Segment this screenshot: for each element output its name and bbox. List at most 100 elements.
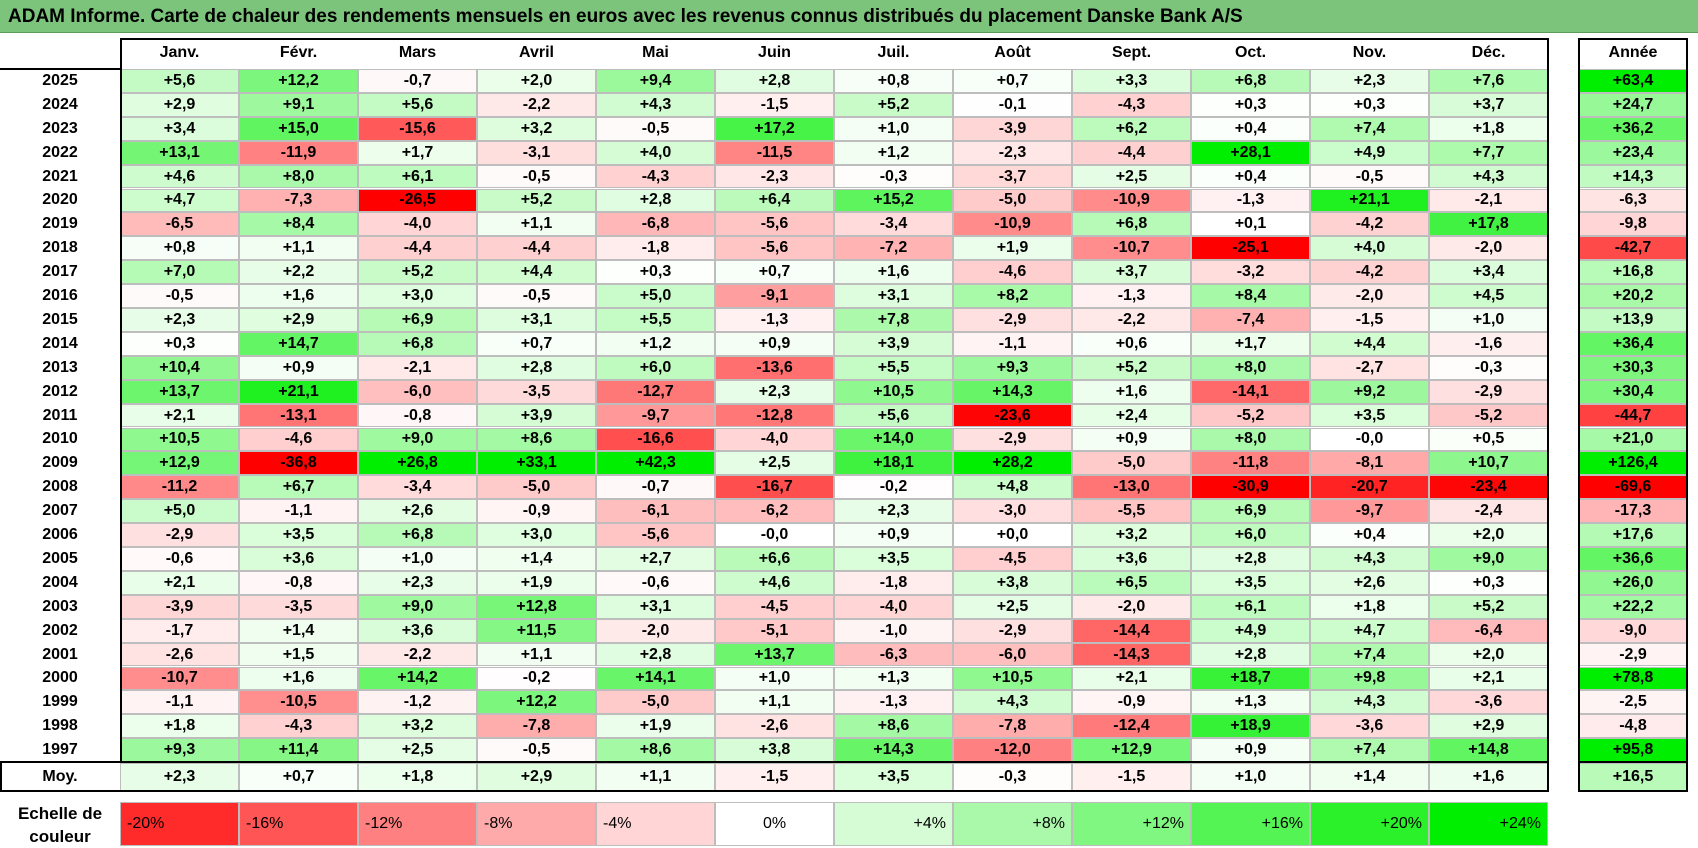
heatmap-cell: +3,5 [1310, 403, 1429, 428]
row-year-label: 2006 [0, 523, 120, 547]
heatmap-cell: -2,3 [715, 164, 834, 189]
heatmap-cell: -3,6 [1310, 714, 1429, 739]
heatmap-cell: +8,0 [1191, 427, 1310, 452]
heatmap-cell: -12,8 [715, 403, 834, 428]
heatmap-cell: +13,7 [715, 642, 834, 667]
heatmap-cell: +2,3 [715, 379, 834, 404]
heatmap-cell: -4,0 [358, 212, 477, 237]
heatmap-cell: +1,1 [477, 642, 596, 667]
annual-cell: +126,4 [1578, 451, 1688, 476]
heatmap-cell: +8,6 [477, 427, 596, 452]
annual-cell: -69,6 [1578, 475, 1688, 500]
heatmap-cell: -4,2 [1310, 212, 1429, 237]
heatmap-cell: +1,1 [239, 236, 358, 261]
row-year-label: 2023 [0, 116, 120, 141]
heatmap-cell: +26,8 [358, 451, 477, 476]
heatmap-cell: +1,2 [834, 140, 953, 165]
heatmap-cell: -4,5 [715, 594, 834, 619]
heatmap-cell: +9,0 [358, 427, 477, 452]
heatmap-cell: +2,9 [1429, 714, 1548, 739]
column-header: Oct. [1191, 38, 1310, 68]
heatmap-cell: +1,4 [239, 618, 358, 643]
heatmap-cell: -2,2 [477, 92, 596, 117]
heatmap-cell: +28,1 [1191, 140, 1310, 165]
annual-cell: -17,3 [1578, 499, 1688, 524]
heatmap-cell: +0,9 [239, 355, 358, 380]
heatmap-cell: +5,2 [477, 188, 596, 213]
color-scale-swatch: +12% [1072, 802, 1191, 846]
heatmap-cell: +1,0 [358, 547, 477, 571]
heatmap-cell: +3,5 [239, 523, 358, 547]
heatmap-cell: -2,1 [1429, 188, 1548, 213]
heatmap-cell: +0,4 [1310, 523, 1429, 547]
annual-cell: +13,9 [1578, 308, 1688, 332]
color-scale-label-line1: Echelle de [17, 804, 103, 823]
heatmap-cell: +0,1 [1191, 212, 1310, 237]
heatmap-cell: +21,1 [239, 379, 358, 404]
heatmap-cell: -0,8 [358, 403, 477, 428]
heatmap-cell: +2,0 [1429, 642, 1548, 667]
heatmap-cell: +0,8 [834, 69, 953, 93]
heatmap-cell: +8,0 [1191, 355, 1310, 380]
heatmap-cell: +12,8 [477, 594, 596, 619]
heatmap-cell: +1,8 [120, 714, 239, 739]
heatmap-cell: -5,6 [715, 212, 834, 237]
heatmap-cell: -6,2 [715, 499, 834, 524]
heatmap-cell: -2,3 [953, 140, 1072, 165]
row-year-label: 2019 [0, 212, 120, 237]
heatmap-cell: +7,4 [1310, 642, 1429, 667]
row-year-label: 2015 [0, 308, 120, 332]
heatmap-cell: +2,3 [1310, 69, 1429, 93]
row-year-label: 2002 [0, 618, 120, 643]
heatmap-cell: +33,1 [477, 451, 596, 476]
heatmap-cell: -30,9 [1191, 475, 1310, 500]
heatmap-cell: +10,5 [120, 427, 239, 452]
column-header: Mars [358, 38, 477, 68]
annual-cell: +16,8 [1578, 260, 1688, 285]
heatmap-cell: +17,2 [715, 116, 834, 141]
heatmap-cell: -0,7 [596, 475, 715, 500]
row-year-label: 2003 [0, 594, 120, 619]
heatmap-cell: +2,0 [1429, 523, 1548, 547]
heatmap-cell: -0,6 [596, 570, 715, 595]
heatmap-cell: -3,7 [953, 164, 1072, 189]
row-year-label: 2010 [0, 427, 120, 452]
heatmap-cell: -0,3 [834, 164, 953, 189]
heatmap-cell: +2,3 [834, 499, 953, 524]
heatmap-cell: -4,0 [715, 427, 834, 452]
heatmap-cell: -0,0 [1310, 427, 1429, 452]
heatmap-cell: +2,5 [953, 594, 1072, 619]
heatmap-cell: -3,5 [477, 379, 596, 404]
heatmap-cell: +18,7 [1191, 666, 1310, 691]
annual-cell: -2,9 [1578, 642, 1688, 667]
heatmap-cell: -1,8 [596, 236, 715, 261]
heatmap-cell: +8,2 [953, 284, 1072, 308]
color-scale-swatch: -20% [120, 802, 239, 846]
heatmap-cell: +4,7 [120, 188, 239, 213]
heatmap-cell: -1,3 [715, 308, 834, 332]
heatmap-cell: -4,4 [358, 236, 477, 261]
heatmap-cell: -1,7 [120, 618, 239, 643]
heatmap-cell: -6,5 [120, 212, 239, 237]
column-header: Nov. [1310, 38, 1429, 68]
heatmap-cell: +7,6 [1429, 69, 1548, 93]
row-year-label: 2020 [0, 188, 120, 213]
heatmap-cell: +3,1 [477, 308, 596, 332]
row-year-label: 2016 [0, 284, 120, 308]
heatmap-cell: +0,9 [834, 523, 953, 547]
heatmap-cell: +6,0 [1191, 523, 1310, 547]
heatmap-cell: +6,1 [358, 164, 477, 189]
color-scale-swatch: +4% [834, 802, 953, 846]
average-cell: +1,1 [596, 763, 715, 791]
annual-cell: -9,8 [1578, 212, 1688, 237]
heatmap-cell: -7,4 [1191, 308, 1310, 332]
heatmap-cell: -1,3 [834, 690, 953, 715]
heatmap-cell: +0,3 [120, 331, 239, 356]
heatmap-cell: -2,9 [953, 618, 1072, 643]
heatmap-cell: -10,9 [1072, 188, 1191, 213]
heatmap-cell: +0,4 [1191, 116, 1310, 141]
heatmap-cell: +6,2 [1072, 116, 1191, 141]
annual-header: Année [1578, 38, 1688, 68]
average-cell: +1,4 [1310, 763, 1429, 791]
heatmap-cell: +28,2 [953, 451, 1072, 476]
